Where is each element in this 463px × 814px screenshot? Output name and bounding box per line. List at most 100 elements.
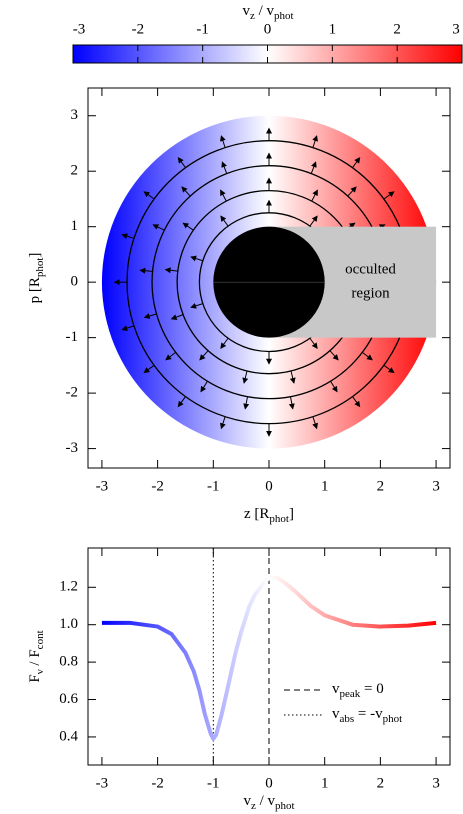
legend-label: vabs = -vphot — [332, 706, 402, 724]
velocity-arrow — [220, 337, 229, 349]
x-tick-label: 0 — [265, 478, 273, 494]
velocity-arrow — [221, 161, 228, 174]
x-tick-label: 3 — [432, 478, 440, 494]
colorbar-tick-label: 0 — [264, 21, 272, 37]
velocity-arrow — [383, 191, 395, 200]
text-piece: z [R — [244, 506, 269, 522]
velocity-arrow — [242, 370, 249, 384]
text-piece: phot — [269, 513, 289, 525]
text-piece: ] — [27, 253, 43, 258]
y-tick-label: 0.8 — [59, 654, 78, 670]
text-piece: peak — [340, 688, 361, 700]
y-axis-label: p [Rphot] — [27, 253, 45, 304]
x-tick-label: -2 — [151, 775, 164, 791]
text-piece: phot — [383, 713, 403, 725]
colorbar-tick-label: 3 — [452, 21, 460, 37]
text-piece: p [R — [27, 277, 43, 303]
velocity-arrow — [139, 267, 153, 274]
text-piece: z — [250, 10, 255, 22]
velocity-arrow — [121, 325, 135, 331]
x-tick-label: -3 — [96, 775, 109, 791]
velocity-arrow — [311, 189, 318, 202]
velocity-arrow — [312, 135, 318, 148]
x-tick-label: -2 — [151, 478, 164, 494]
y-tick-label: 2 — [71, 163, 79, 179]
colorbar-tick-label: -1 — [196, 21, 209, 37]
velocity-arrow — [199, 350, 209, 361]
region-label: region — [351, 286, 390, 302]
velocity-arrow — [220, 135, 226, 148]
velocity-arrow — [200, 380, 208, 393]
colorbar-tick-label: 1 — [329, 21, 337, 37]
text-piece: cont — [34, 630, 46, 649]
velocity-arrow — [288, 396, 295, 410]
y-tick-label: 1.0 — [59, 616, 78, 632]
y-axis-label: Fν / Fcont — [27, 630, 45, 682]
text-piece: / v — [255, 3, 275, 19]
colorbar-tick-label: 2 — [393, 21, 401, 37]
velocity-arrow — [181, 186, 191, 197]
text-piece: F — [27, 674, 43, 682]
text-piece: / v — [256, 793, 276, 809]
line-series — [101, 575, 437, 741]
velocity-arrow — [312, 416, 318, 430]
y-tick-label: 1 — [71, 218, 79, 234]
velocity-arrow — [177, 157, 186, 169]
x-tick-label: -1 — [207, 775, 220, 791]
velocity-arrow — [220, 416, 226, 430]
y-tick-label: -2 — [66, 385, 79, 401]
y-tick-label: -1 — [66, 329, 79, 345]
x-tick-label: 2 — [377, 775, 385, 791]
velocity-arrow — [190, 302, 203, 309]
velocity-arrow — [347, 186, 357, 197]
velocity-arrow — [220, 215, 229, 227]
legend-label: vpeak = 0 — [332, 681, 384, 699]
velocity-arrow — [121, 233, 135, 240]
region-label: occulted — [345, 262, 396, 278]
velocity-arrow — [352, 396, 361, 408]
text-piece: = 0 — [360, 681, 383, 697]
text-piece: = -v — [354, 706, 383, 722]
x-axis-label: z [Rphot] — [244, 506, 294, 524]
text-piece: phot — [34, 258, 46, 278]
velocity-arrow — [352, 157, 361, 169]
y-tick-label: -3 — [66, 440, 79, 456]
velocity-arrow — [182, 222, 194, 231]
velocity-arrow — [329, 350, 339, 361]
x-tick-label: 1 — [321, 478, 329, 494]
text-piece: phot — [274, 10, 294, 22]
text-piece: v — [243, 793, 251, 809]
velocity-arrow — [309, 215, 318, 227]
y-tick-label: 1.2 — [59, 579, 78, 595]
velocity-arrow — [143, 191, 155, 200]
text-piece: v — [242, 3, 250, 19]
y-tick-label: 0.4 — [59, 728, 78, 744]
x-tick-label: 1 — [321, 775, 329, 791]
velocity-arrow — [362, 351, 373, 361]
x-tick-label: -1 — [207, 478, 220, 494]
text-piece: phot — [275, 800, 295, 812]
velocity-arrow — [165, 351, 176, 361]
velocity-arrow — [243, 396, 250, 410]
velocity-arrow — [164, 267, 178, 274]
text-piece: v — [332, 706, 340, 722]
colorbar-tick-label: -2 — [132, 21, 145, 37]
x-tick-label: -3 — [96, 478, 109, 494]
colorbar-tick-label: -3 — [73, 21, 86, 37]
velocity-arrow — [152, 224, 165, 231]
text-piece: / F — [27, 649, 43, 669]
velocity-arrow — [383, 364, 395, 374]
velocity-arrow — [177, 396, 186, 408]
velocity-arrow — [309, 337, 318, 349]
x-tick-label: 0 — [265, 775, 273, 791]
text-piece: ν — [34, 669, 46, 674]
text-piece: ] — [289, 506, 294, 522]
velocity-arrow — [190, 255, 203, 262]
velocity-arrow — [143, 313, 157, 319]
text-piece: abs — [340, 713, 355, 725]
velocity-arrow — [220, 189, 227, 202]
x-tick-label: 2 — [377, 478, 385, 494]
text-piece: z — [251, 800, 256, 812]
